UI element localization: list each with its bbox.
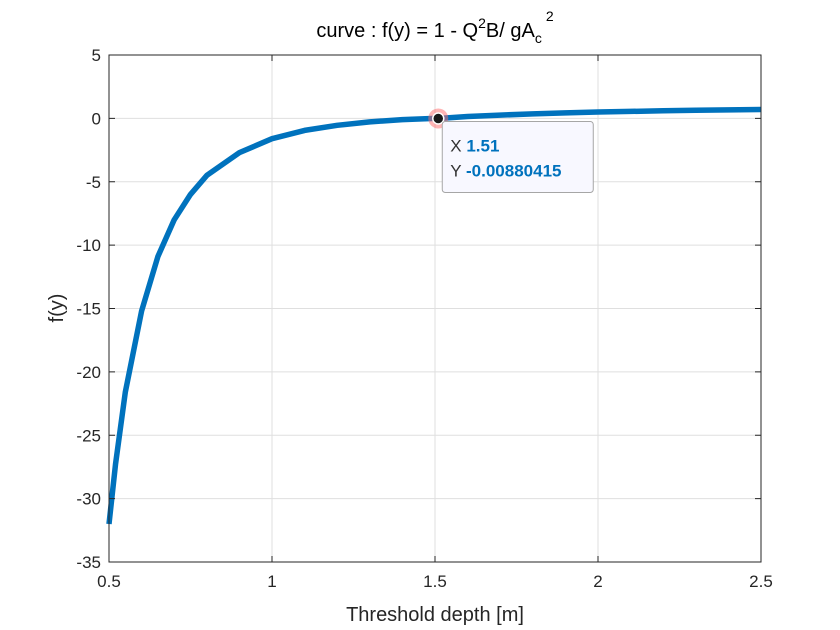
x-tick-label: 2.5 (749, 572, 773, 591)
y-tick-label: -35 (76, 553, 101, 572)
series-line (106, 106, 762, 525)
x-tick-label: 1 (267, 572, 276, 591)
chart-title-sup1: 2 (478, 15, 486, 31)
y-tick-label: -30 (76, 490, 101, 509)
datatip[interactable]: X 1.51Y -0.00880415 (428, 108, 594, 193)
series-layer (106, 106, 762, 525)
y-tick-label: -10 (76, 236, 101, 255)
datatip-y-row: Y -0.00880415 (450, 161, 561, 180)
x-axis-label: Threshold depth [m] (346, 604, 524, 626)
x-tick-label: 1.5 (423, 572, 447, 591)
chart-title-sub: c (535, 30, 542, 46)
y-tick-label: -25 (76, 426, 101, 445)
datatip-box (441, 120, 594, 193)
x-tick-label: 0.5 (97, 572, 121, 591)
y-tick-label: 5 (92, 46, 101, 65)
chart-title: curve : f(y) = 1 - Q2B/ gAc2 (316, 8, 553, 46)
chart-title-main: curve : f(y) = 1 - Q (316, 20, 478, 42)
datatip-x-value: 1.51 (466, 136, 499, 155)
chart-title-mid: B/ gA (486, 20, 536, 42)
ticks (108, 54, 762, 563)
y-tick-label: -5 (86, 173, 101, 192)
y-tick-label: -20 (76, 363, 101, 382)
y-axis-label: f(y) (46, 294, 68, 323)
tick-labels: 0.5 1 1.5 2 2.5 5 0 -5 -10 -15 -20 -25 -30 -35 (76, 46, 772, 591)
y-tick-label: -15 (76, 300, 101, 319)
chart-title-sup2: 2 (546, 8, 554, 24)
y-tick-label: 0 (92, 109, 101, 128)
datatip-y-label: Y (450, 161, 466, 180)
datatip-marker[interactable] (432, 112, 445, 125)
datatip-y-value: -0.00880415 (466, 161, 561, 180)
datatip-x-label: X (450, 136, 466, 155)
x-tick-label: 2 (593, 572, 602, 591)
datatip-x-row: X 1.51 (450, 136, 499, 155)
